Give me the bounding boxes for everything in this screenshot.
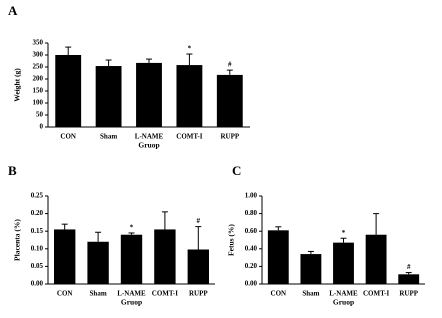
y-tick-label: 0 bbox=[40, 123, 44, 131]
x-tick-label: L-NAME bbox=[135, 133, 164, 141]
y-tick-label: 0.00 bbox=[245, 280, 258, 288]
panel-letter: C bbox=[232, 163, 241, 178]
x-tick-label: L-NAME bbox=[117, 290, 146, 298]
y-tick-label: 250 bbox=[33, 63, 44, 71]
y-axis-title: Weight (g) bbox=[13, 68, 22, 102]
bar bbox=[398, 274, 420, 284]
x-tick-label: RUPP bbox=[220, 133, 239, 141]
bar bbox=[216, 74, 243, 127]
bar bbox=[176, 65, 203, 127]
panel-letter: B bbox=[8, 163, 17, 178]
bar bbox=[87, 241, 109, 284]
y-tick-label: 0.05 bbox=[31, 262, 44, 270]
y-tick-label: 0.10 bbox=[31, 244, 44, 252]
annotation: * bbox=[130, 224, 134, 232]
y-tick-label: 200 bbox=[33, 75, 44, 83]
bar bbox=[300, 254, 322, 284]
bar bbox=[120, 234, 143, 284]
bar bbox=[365, 234, 387, 284]
x-tick-label: Sham bbox=[90, 290, 107, 298]
annotation: * bbox=[188, 45, 192, 53]
panel-letter: A bbox=[8, 3, 18, 18]
bar bbox=[154, 229, 176, 284]
x-tick-label: RUPP bbox=[189, 290, 208, 298]
x-axis-title: Gruop bbox=[138, 141, 159, 150]
y-tick-label: 0.80 bbox=[245, 209, 258, 217]
y-tick-label: 0.20 bbox=[31, 209, 44, 217]
bar bbox=[187, 249, 209, 284]
bar bbox=[333, 242, 354, 284]
y-tick-label: 0.25 bbox=[31, 192, 44, 200]
y-tick-label: 0.20 bbox=[245, 262, 258, 270]
bar bbox=[54, 229, 76, 284]
bar bbox=[55, 55, 82, 127]
y-tick-label: 300 bbox=[33, 51, 44, 59]
y-tick-label: 150 bbox=[33, 87, 44, 95]
x-tick-label: L-NAME bbox=[329, 290, 358, 298]
annotation: * bbox=[342, 229, 346, 237]
bar bbox=[267, 230, 289, 284]
y-tick-label: 50 bbox=[36, 111, 44, 119]
x-tick-label: RUPP bbox=[399, 290, 418, 298]
y-axis-title: Placenta (%) bbox=[13, 219, 22, 261]
bar bbox=[95, 66, 122, 127]
x-tick-label: Sham bbox=[302, 290, 319, 298]
y-tick-label: 1.00 bbox=[245, 192, 258, 200]
y-tick-label: 100 bbox=[33, 99, 44, 107]
annotation: # bbox=[407, 263, 411, 271]
y-tick-label: 0.00 bbox=[31, 280, 44, 288]
annotation: # bbox=[228, 61, 232, 69]
annotation: # bbox=[197, 217, 201, 225]
x-axis-title: Gruop bbox=[333, 298, 354, 307]
y-axis-title: Fetus (%) bbox=[227, 224, 236, 256]
y-tick-label: 0.60 bbox=[245, 227, 258, 235]
y-tick-label: 0.15 bbox=[31, 227, 44, 235]
x-tick-label: Sham bbox=[100, 133, 117, 141]
x-tick-label: COMT-I bbox=[152, 290, 178, 298]
bar bbox=[136, 62, 162, 127]
x-tick-label: CON bbox=[60, 133, 76, 141]
y-tick-label: 0.40 bbox=[245, 244, 258, 252]
x-tick-label: CON bbox=[57, 290, 73, 298]
y-tick-label: 350 bbox=[33, 39, 44, 47]
x-tick-label: COMT-I bbox=[176, 133, 202, 141]
x-tick-label: CON bbox=[271, 290, 287, 298]
x-tick-label: COMT-I bbox=[363, 290, 389, 298]
x-axis-title: Gruop bbox=[121, 298, 142, 307]
